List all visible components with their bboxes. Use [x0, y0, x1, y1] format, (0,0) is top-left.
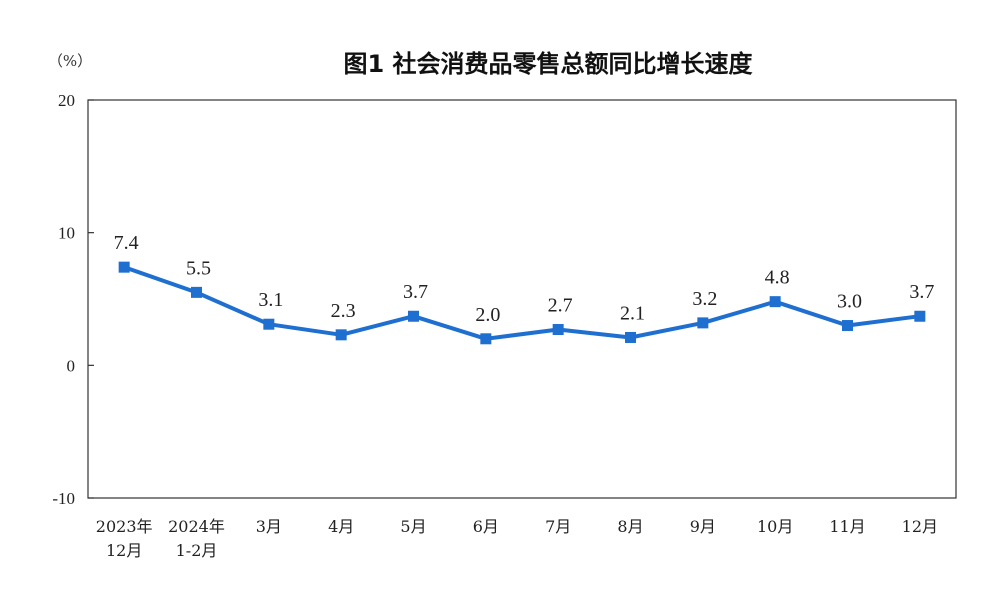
data-label: 3.7	[909, 281, 934, 303]
x-tick-label: 12月	[106, 541, 142, 560]
x-axis-ticks: 2023年 12月 2024年 1-2月 3月 4月 5月 6月 7月 8月 9月 10月 11月 12月	[96, 517, 938, 560]
data-label: 3.7	[403, 281, 428, 303]
data-point-marker	[552, 324, 564, 336]
series-group	[118, 261, 926, 345]
data-point-marker	[842, 320, 853, 332]
data-label: 2.7	[548, 295, 573, 317]
data-point-marker	[335, 329, 347, 341]
x-tick-label: 12月	[902, 517, 938, 536]
x-tick-label: 7月	[545, 517, 571, 536]
x-tick-label: 2024年	[168, 517, 225, 536]
y-tick-label: 10	[58, 224, 75, 243]
data-point-marker	[408, 310, 419, 322]
y-axis-ticks: -10 0 10 20	[52, 91, 94, 508]
data-label: 4.8	[765, 267, 790, 289]
data-point-marker	[480, 333, 492, 345]
data-label: 7.4	[114, 232, 139, 254]
y-tick-label: 0	[67, 356, 76, 375]
data-point-marker	[625, 331, 636, 343]
x-tick-label: 4月	[328, 517, 354, 536]
x-tick-label: 9月	[690, 517, 716, 536]
plot-frame	[87, 99, 957, 499]
x-tick-label: 8月	[617, 517, 643, 536]
data-labels: 7.4 5.5 3.1 2.3 3.7 2.0 2.7 2.1 3.2 4.8 3.0 3.7	[114, 232, 935, 326]
x-tick-label: 10月	[757, 517, 793, 536]
y-tick-label: -10	[52, 489, 75, 508]
x-tick-label: 1-2月	[176, 541, 218, 560]
y-tick-label: 20	[58, 91, 75, 110]
chart-title: 图1 社会消费品零售总额同比增长速度	[343, 50, 753, 78]
data-point-marker	[191, 286, 202, 298]
data-label: 2.0	[475, 304, 500, 326]
axes	[87, 99, 957, 499]
data-label: 3.0	[837, 291, 862, 313]
data-point-marker	[914, 310, 926, 322]
data-label: 2.1	[620, 302, 645, 324]
y-axis-unit-label: （%）	[48, 52, 92, 70]
x-tick-label: 11月	[829, 517, 865, 536]
data-label: 3.2	[692, 288, 717, 310]
data-point-marker	[263, 318, 275, 330]
data-label: 2.3	[331, 300, 356, 322]
series-line	[122, 265, 922, 341]
data-label: 5.5	[186, 257, 211, 279]
data-point-marker	[769, 296, 781, 308]
x-tick-label: 3月	[256, 517, 282, 536]
data-point-marker	[118, 261, 130, 273]
data-label: 3.1	[258, 289, 283, 311]
data-point-marker	[697, 317, 709, 329]
x-tick-label: 2023年	[96, 517, 153, 536]
x-tick-label: 6月	[473, 517, 499, 536]
x-tick-label: 5月	[400, 517, 426, 536]
